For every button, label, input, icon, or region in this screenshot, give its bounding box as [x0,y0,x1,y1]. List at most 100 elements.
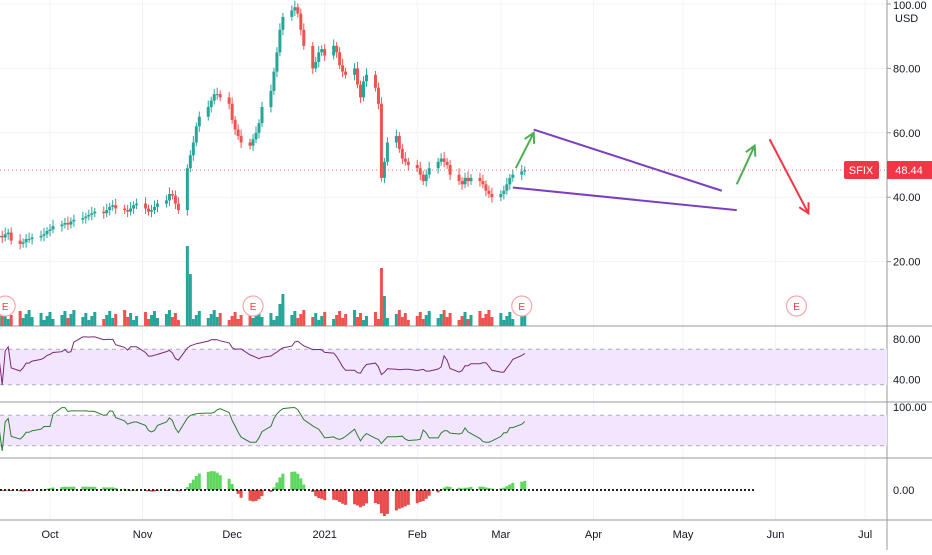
candle-body [299,13,303,30]
volume-bar [251,318,255,326]
earnings-marker-label: E [250,302,257,313]
volume-bar [460,316,464,326]
volume-bar [60,315,64,326]
candle-body [84,216,88,219]
histogram-bar [323,490,327,501]
volume-bar [373,312,377,326]
candle-body [251,139,255,146]
volume-bar [197,311,201,326]
candle-body [302,29,306,46]
candle-body [102,211,106,214]
time-tick-label: Feb [408,529,427,541]
histogram-bar [102,487,106,490]
histogram-bar [418,490,422,502]
wedge-lower-trendline [512,186,737,212]
volume-bar [520,315,524,326]
price-tick-label: 40.00 [893,192,921,204]
candle-body [0,235,4,238]
volume-bar [215,317,219,326]
pane1-line [0,336,526,385]
candle-body [344,71,348,75]
volume-bar [290,315,294,326]
volume-bar [353,310,357,326]
histogram-bar [436,490,440,493]
candle-body [406,161,410,165]
volume-bar [317,320,321,326]
candle-body [397,136,401,149]
price-tick-label: 60.00 [893,128,921,140]
candle-body [18,240,22,244]
histogram-bar [233,489,237,491]
histogram-bar [257,490,261,500]
earnings-marker-label: E [793,302,800,313]
volume-bar [111,318,115,326]
volume-bar [478,311,482,326]
candle-body [188,155,192,169]
volume-bar [63,311,67,326]
volume-bar [359,313,363,326]
histogram-bar [314,490,318,497]
histogram-bar [463,487,467,490]
candle-body [418,168,422,175]
volume-bar [102,319,106,326]
earnings-marker-label: E [2,302,9,313]
histogram-bar [272,487,276,490]
candle-body [269,90,273,108]
candle-body [48,229,52,232]
price-tick-label: 80.00 [893,63,921,75]
histogram-bar [341,490,345,504]
volume-bar [406,320,410,326]
volume-bar [338,311,342,326]
histogram-bar [129,489,133,491]
earnings-marker [785,295,808,317]
volume-bar [376,319,380,326]
histogram-bar [72,486,76,490]
candle-body [150,210,154,212]
candle-body [272,71,276,91]
candle-body [114,205,118,209]
candle-body [215,94,219,96]
volume-bar [236,319,240,326]
candle-body [505,184,509,191]
last-price-tag [887,161,932,180]
candle-body [278,29,282,53]
candle-body [135,203,139,206]
candle-body [218,94,222,98]
volume-bar [69,314,73,326]
volume-bar [436,318,440,326]
candle-body [320,49,324,53]
volume-bar [239,315,243,326]
time-tick-label: Nov [133,529,153,541]
volume-bar [167,310,171,326]
candle-body [362,81,366,98]
volume-bar [379,268,383,326]
histogram-bar [251,490,255,502]
candle-body [27,239,31,241]
volume-bar [123,310,127,326]
histogram-bar [114,487,118,490]
candle-body [227,97,231,104]
histogram-bar [302,484,306,490]
candle-body [233,119,237,130]
candle-body [45,231,49,235]
histogram-bar [281,473,285,490]
histogram-bar [0,490,4,491]
pane1-tick-label: 40.00 [893,375,921,387]
candle-body [365,74,368,82]
volume-bar [218,313,222,326]
earnings-marker [242,295,264,317]
volume-bar [135,316,139,326]
volume-bar [212,310,216,326]
volume-bar [511,319,515,326]
histogram-bar [69,486,73,490]
candle-body [155,203,159,207]
candle-body [373,74,377,88]
volume-group [0,246,527,326]
volume-bar [6,319,10,326]
candle-body [317,52,321,62]
histogram-bar [66,486,70,490]
volume-bar [0,308,1,326]
